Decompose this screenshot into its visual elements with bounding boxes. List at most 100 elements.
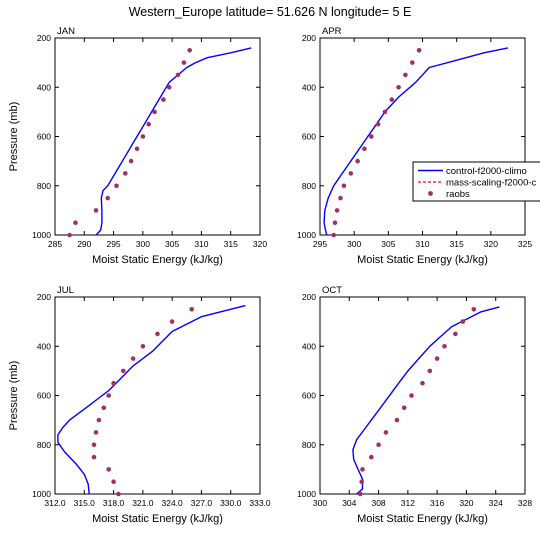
panel-0-raobs-point [140, 134, 146, 139]
panel-0-ytick-label: 1000 [32, 230, 51, 240]
legend-label-raobs: raobs [446, 189, 470, 200]
panel-0-series-line-control [95, 47, 252, 236]
panel-0-xtick-label: 310 [194, 239, 208, 249]
panel-0-y-axis-label: Pressure (mb) [8, 102, 20, 172]
panel-0-raobs-point [181, 60, 187, 65]
panel-2-ytick-label: 400 [37, 341, 51, 351]
panel-3-raobs-point [453, 331, 458, 337]
panel-0-month-label: JAN [57, 26, 75, 37]
panel-1-raobs-point [382, 109, 388, 115]
panel-3-ytick-label: 400 [302, 341, 316, 351]
panel-3-raobs-point [420, 380, 425, 386]
panel-3-raobs-point [358, 491, 363, 497]
panel-1-raobs-point [341, 183, 347, 189]
panel-0-raobs-point [187, 48, 192, 53]
figure-title: Western_Europe latitude= 51.626 N longit… [129, 5, 412, 19]
panel-apr: 295 300 305 310 315 320 325 200 400 600 800 1000 APR… [297, 26, 532, 266]
panel-0-xtick-label: 315 [224, 239, 238, 249]
panel-3-ytick-label: 600 [302, 391, 316, 401]
panel-2-ytick-label: 600 [37, 391, 51, 401]
panel-3-xtick-label: 308 [371, 498, 385, 508]
panel-1-raobs-point [355, 158, 360, 164]
panel-3-xtick-label: 316 [430, 498, 444, 508]
panel-1-ytick-label: 200 [302, 33, 316, 43]
panel-2-ytick-label: 200 [37, 292, 51, 302]
panel-2-xtick-label: 333.0 [249, 498, 271, 508]
panel-3-ytick-label: 1000 [297, 489, 316, 499]
panel-0-ytick-label: 200 [37, 33, 51, 43]
panel-2-raobs-point [106, 393, 111, 398]
panel-3-raobs-point [427, 368, 433, 374]
panel-1-xtick-label: 305 [381, 239, 395, 249]
legend-label-mass-scaling: mass-scaling-f2000-c [446, 178, 537, 189]
panel-1-xtick-label: 320 [484, 239, 498, 249]
panel-3-raobs-point [394, 417, 400, 423]
panel-jan: 285 290 295 300 305 310 315 320 200 400 600 800 1000… [8, 26, 267, 266]
panel-2-xtick-label: 312.0 [44, 498, 66, 508]
legend: control-f2000-climo mass-scaling-f2000-c… [412, 161, 540, 202]
panel-3-xtick-label: 312 [401, 498, 415, 508]
panel-3-xtick-label: 328 [518, 498, 532, 508]
panel-2-raobs-point [96, 417, 102, 423]
panel-1-raobs-point [331, 232, 337, 238]
panel-0-raobs-point [73, 220, 78, 225]
panel-0-raobs-point [93, 208, 99, 213]
panel-3-raobs-point [471, 307, 477, 312]
panel-2-raobs-point [111, 479, 116, 485]
panel-1-raobs-point [410, 60, 415, 65]
panel-1-raobs-point [362, 146, 367, 152]
panel-1-ytick-label: 800 [302, 181, 316, 191]
panel-3-raobs-point [360, 467, 365, 472]
panel-0-xtick-label: 295 [106, 239, 120, 249]
panel-3-raobs-point [434, 356, 440, 361]
panel-2-ytick-label: 1000 [32, 489, 51, 499]
panel-2-xtick-label: 321.0 [132, 498, 154, 508]
panel-2-raobs-point [140, 344, 146, 349]
panel-2-xtick-label: 327.0 [191, 498, 213, 508]
panel-1-raobs-point [332, 220, 338, 225]
panel-0-xtick-label: 300 [136, 239, 150, 249]
panel-1-frame [319, 37, 526, 236]
panel-1-raobs-point [334, 208, 340, 213]
panel-0-frame [54, 37, 261, 236]
panel-0-raobs-point [105, 195, 110, 201]
panel-jul: 312.0 315.0 318.0 321.0 324.0 327.0 330.0 333.0… [8, 285, 271, 525]
panel-3-ytick-label: 200 [302, 292, 316, 302]
panel-3-raobs-point [359, 479, 365, 485]
panel-1-raobs-point [396, 85, 401, 90]
panel-1-xtick-label: 300 [347, 239, 361, 249]
panel-0-xtick-label: 305 [165, 239, 179, 249]
panel-0-raobs-point [134, 146, 140, 152]
panel-1-xtick-label: 310 [415, 239, 429, 249]
panel-1-raobs-point [348, 171, 354, 176]
panel-2-raobs-point [121, 368, 126, 374]
panel-1-xtick-label: 315 [450, 239, 464, 249]
panel-2-xtick-label: 330.0 [220, 498, 242, 508]
panel-0-raobs-point [67, 232, 72, 238]
panel-2-series-line-control [57, 304, 246, 495]
panel-1-ytick-label: 600 [302, 132, 316, 142]
panel-3-raobs-point [401, 405, 407, 411]
panel-2-raobs-point [93, 430, 99, 435]
panel-0-xtick-label: 285 [48, 239, 62, 249]
legend-marker-raobs [428, 191, 433, 196]
panel-1-raobs-point [338, 195, 343, 201]
panel-1-xtick-label: 295 [313, 239, 327, 249]
panel-3-raobs-point [442, 344, 447, 349]
panel-2-raobs-point [101, 405, 107, 411]
panel-2-month-label: JUL [57, 285, 74, 296]
panel-0-ytick-label: 800 [37, 181, 51, 191]
panel-0-ytick-label: 600 [37, 132, 51, 142]
panel-3-raobs-point [376, 442, 381, 448]
panel-oct: 300 304 308 312 316 320 324 328 200 400 600 800 1000… [297, 285, 532, 525]
panel-0-xtick-label: 290 [77, 239, 91, 249]
panel-0-raobs-point [161, 97, 166, 102]
panel-2-ytick-label: 800 [37, 440, 51, 450]
panel-3-x-axis-label: Moist Static Energy (kJ/kg) [357, 513, 488, 525]
panel-3-xtick-label: 300 [313, 498, 327, 508]
panel-3-raobs-point [409, 393, 414, 398]
panel-3-xtick-label: 320 [459, 498, 473, 508]
panel-2-raobs-point [91, 442, 97, 448]
panel-0-raobs-point [175, 72, 181, 78]
panel-0-raobs-point [114, 183, 119, 189]
